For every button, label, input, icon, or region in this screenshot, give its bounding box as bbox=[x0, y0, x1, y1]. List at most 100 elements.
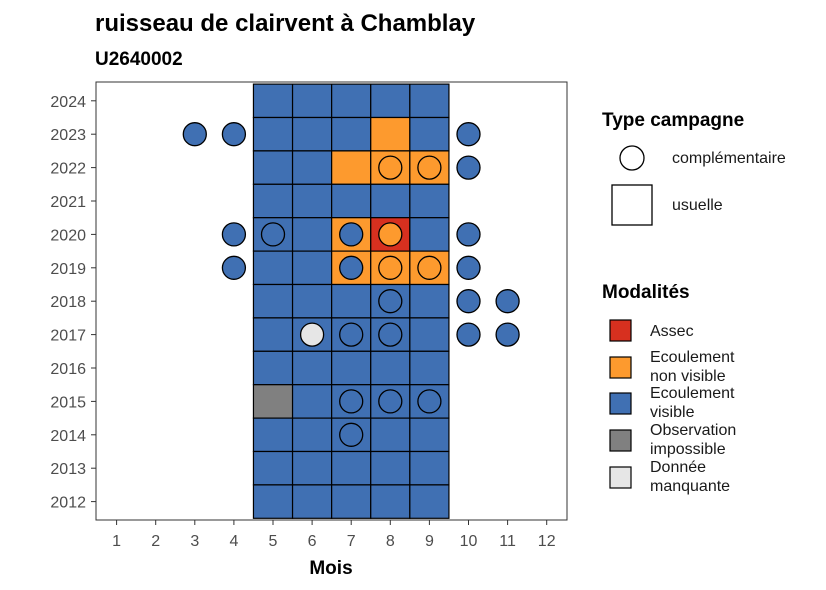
legend-label-modality: Donnée bbox=[650, 459, 706, 476]
y-tick-label: 2021 bbox=[50, 194, 86, 211]
tile-2012-9 bbox=[409, 484, 450, 519]
point-2022-9 bbox=[417, 155, 442, 180]
point-2017-11 bbox=[495, 322, 520, 347]
legend-key-modality bbox=[609, 392, 632, 415]
tile-2018-5 bbox=[252, 283, 294, 319]
point-2020-8 bbox=[378, 222, 403, 247]
legend-label-modality: impossible bbox=[650, 441, 726, 458]
point-2015-7 bbox=[339, 389, 364, 414]
legend-label-modality: visible bbox=[650, 404, 695, 421]
legend-label-modality: manquante bbox=[650, 478, 730, 495]
point-2018-11 bbox=[495, 289, 520, 314]
point-2019-8 bbox=[378, 255, 403, 280]
tile-2016-6 bbox=[291, 350, 333, 386]
tile-2023-5 bbox=[252, 116, 294, 152]
tile-2024-5 bbox=[252, 83, 294, 119]
tile-2023-6 bbox=[291, 116, 333, 152]
y-tick-label: 2016 bbox=[50, 361, 86, 378]
x-tick-label: 6 bbox=[308, 533, 317, 550]
point-2015-9 bbox=[417, 389, 442, 414]
tiles-layer bbox=[252, 83, 450, 519]
tile-2018-7 bbox=[331, 283, 372, 319]
y-tick-label: 2023 bbox=[50, 127, 86, 144]
x-tick-label: 8 bbox=[386, 533, 395, 550]
tile-2024-6 bbox=[291, 83, 333, 119]
y-tick-label: 2019 bbox=[50, 261, 86, 278]
legend-label-usuelle: usuelle bbox=[672, 197, 723, 214]
point-2019-9 bbox=[417, 255, 442, 280]
point-2020-4 bbox=[221, 222, 247, 247]
tile-2013-6 bbox=[291, 450, 333, 486]
tile-2016-8 bbox=[370, 350, 411, 386]
legend-key-complementaire bbox=[619, 145, 645, 171]
tile-2021-7 bbox=[331, 183, 372, 219]
legend-key-modality bbox=[609, 466, 632, 489]
point-2022-10 bbox=[456, 155, 481, 180]
legend-key-modality bbox=[609, 356, 632, 379]
tile-2012-7 bbox=[331, 484, 372, 519]
tile-2022-5 bbox=[252, 150, 294, 185]
tile-2013-9 bbox=[409, 450, 450, 486]
point-2020-7 bbox=[339, 222, 364, 247]
y-tick-label: 2020 bbox=[50, 227, 86, 244]
tile-2019-5 bbox=[252, 250, 294, 286]
x-tick-label: 5 bbox=[269, 533, 278, 550]
point-2017-10 bbox=[456, 322, 481, 347]
chart-subtitle: U2640002 bbox=[95, 49, 183, 70]
tile-2012-5 bbox=[252, 484, 294, 519]
tile-2017-5 bbox=[252, 317, 294, 352]
tile-2014-6 bbox=[291, 417, 333, 453]
tile-2024-7 bbox=[331, 83, 372, 119]
tile-2015-6 bbox=[291, 384, 333, 419]
point-2020-10 bbox=[456, 222, 481, 247]
y-tick-label: 2012 bbox=[50, 495, 86, 512]
x-tick-label: 9 bbox=[425, 533, 434, 550]
y-tick-label: 2014 bbox=[50, 428, 86, 445]
x-tick-label: 3 bbox=[190, 533, 199, 550]
point-2019-7 bbox=[339, 255, 364, 280]
tile-2012-6 bbox=[291, 484, 333, 519]
point-2019-4 bbox=[221, 255, 247, 280]
tile-2021-6 bbox=[291, 183, 333, 219]
x-axis: 1 2 3 4 5 6 7 8 9 10 11 12 bbox=[112, 520, 556, 550]
tile-2014-8 bbox=[370, 417, 411, 453]
x-tick-label: 11 bbox=[499, 533, 516, 550]
y-tick-label: 2017 bbox=[50, 328, 86, 345]
y-tick-label: 2015 bbox=[50, 394, 86, 411]
legend-key-usuelle bbox=[611, 184, 653, 226]
point-2017-6 bbox=[299, 322, 325, 347]
tile-2021-5 bbox=[252, 183, 294, 219]
tile-2014-5 bbox=[252, 417, 294, 453]
tile-2013-5 bbox=[252, 450, 294, 486]
tile-2012-8 bbox=[370, 484, 411, 519]
x-tick-label: 10 bbox=[460, 533, 478, 550]
legend-label-modality: non visible bbox=[650, 368, 726, 385]
tile-2020-9 bbox=[409, 217, 450, 252]
x-tick-label: 1 bbox=[112, 533, 121, 550]
tile-2023-7 bbox=[331, 116, 372, 152]
point-2020-5 bbox=[260, 222, 286, 247]
y-tick-label: 2018 bbox=[50, 294, 86, 311]
point-2018-10 bbox=[456, 289, 481, 314]
tile-2023-8 bbox=[370, 116, 411, 152]
legend-label-complementaire: complémentaire bbox=[672, 150, 786, 167]
point-2022-8 bbox=[378, 155, 403, 180]
tile-2024-8 bbox=[370, 83, 411, 119]
point-2019-10 bbox=[456, 255, 481, 280]
tile-2013-7 bbox=[331, 450, 372, 486]
tile-2017-9 bbox=[409, 317, 450, 352]
legend-title-modality: Modalités bbox=[602, 282, 690, 303]
legend-title-campaign: Type campagne bbox=[602, 110, 744, 131]
tile-2013-8 bbox=[370, 450, 411, 486]
tile-2018-6 bbox=[291, 283, 333, 319]
point-2018-8 bbox=[378, 289, 403, 314]
legend-key-modality bbox=[609, 429, 632, 452]
tile-2014-9 bbox=[409, 417, 450, 453]
tile-2022-7 bbox=[331, 150, 372, 185]
chart-title: ruisseau de clairvent à Chamblay bbox=[95, 10, 476, 37]
tile-2016-5 bbox=[252, 350, 294, 386]
tile-2021-9 bbox=[409, 183, 450, 219]
tile-2016-9 bbox=[409, 350, 450, 386]
tile-2023-9 bbox=[409, 116, 450, 152]
